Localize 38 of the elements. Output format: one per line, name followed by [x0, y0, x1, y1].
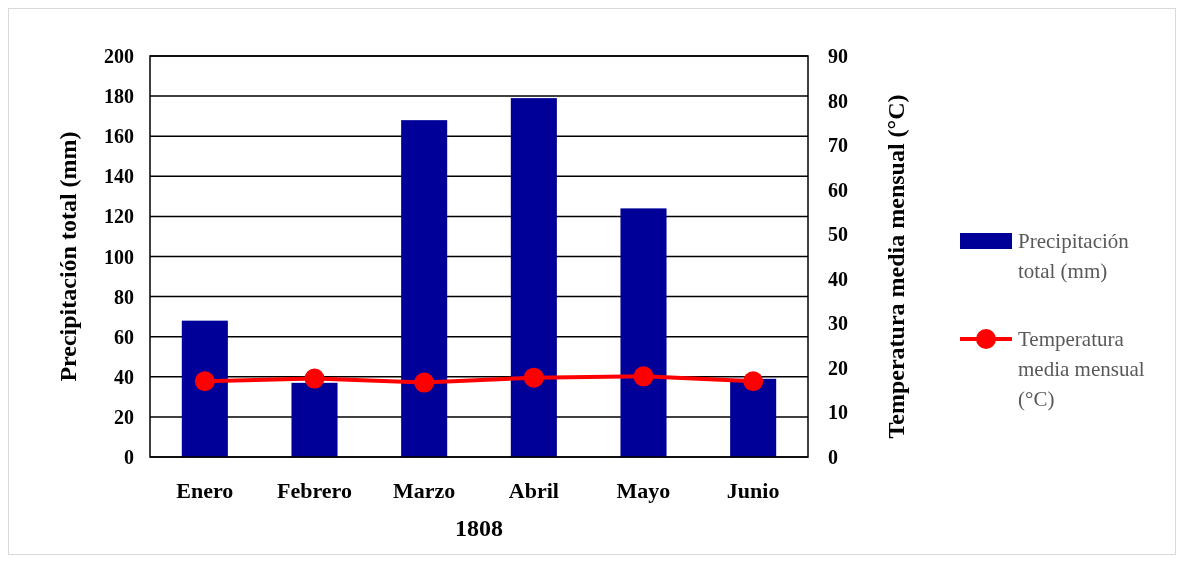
y-tick-label: 40: [114, 365, 134, 388]
bar: [401, 120, 448, 457]
y2-axis-title: Temperatura media mensual (°C): [883, 94, 909, 439]
y-axis-title: Precipitación total (mm): [55, 131, 81, 382]
y-tick-label: 180: [104, 85, 134, 108]
y2-tick-label: 80: [828, 89, 848, 112]
x-tick-label: Marzo: [393, 477, 456, 503]
bar: [291, 382, 338, 457]
x-tick-label: Mayo: [616, 477, 671, 503]
x-tick-label: Enero: [176, 477, 234, 503]
y-tick-label: 120: [104, 205, 134, 228]
x-tick-label: Febrero: [277, 477, 352, 503]
y2-tick-label: 70: [828, 134, 848, 157]
y2-tick-label: 0: [828, 446, 838, 468]
x-tick-label: Abril: [508, 477, 559, 503]
y2-tick-label: 10: [828, 401, 848, 424]
y2-tick-label: 50: [828, 223, 848, 246]
bar: [510, 98, 557, 457]
y-tick-label: 0: [124, 446, 134, 468]
y2-tick-label: 90: [828, 45, 848, 67]
y-tick-label: 160: [104, 125, 134, 148]
x-axis-title: 1808: [455, 515, 503, 541]
bar: [730, 378, 777, 457]
y-tick-label: 80: [114, 285, 134, 308]
bar: [620, 208, 667, 457]
x-tick-label: Junio: [726, 477, 780, 503]
legend-label: Temperatura media mensual (°C): [1018, 327, 1145, 411]
y2-tick-label: 60: [828, 178, 848, 201]
y-tick-label: 60: [114, 325, 134, 348]
y2-tick-label: 20: [828, 356, 848, 379]
legend-label: Precipitación total (mm): [1018, 229, 1130, 283]
y-tick-label: 140: [104, 165, 134, 188]
y-tick-label: 20: [114, 405, 134, 428]
y-tick-label: 200: [104, 45, 134, 67]
y2-tick-label: 40: [828, 267, 848, 290]
bar: [181, 320, 228, 457]
y-tick-label: 100: [104, 245, 134, 268]
y2-tick-label: 30: [828, 312, 848, 335]
